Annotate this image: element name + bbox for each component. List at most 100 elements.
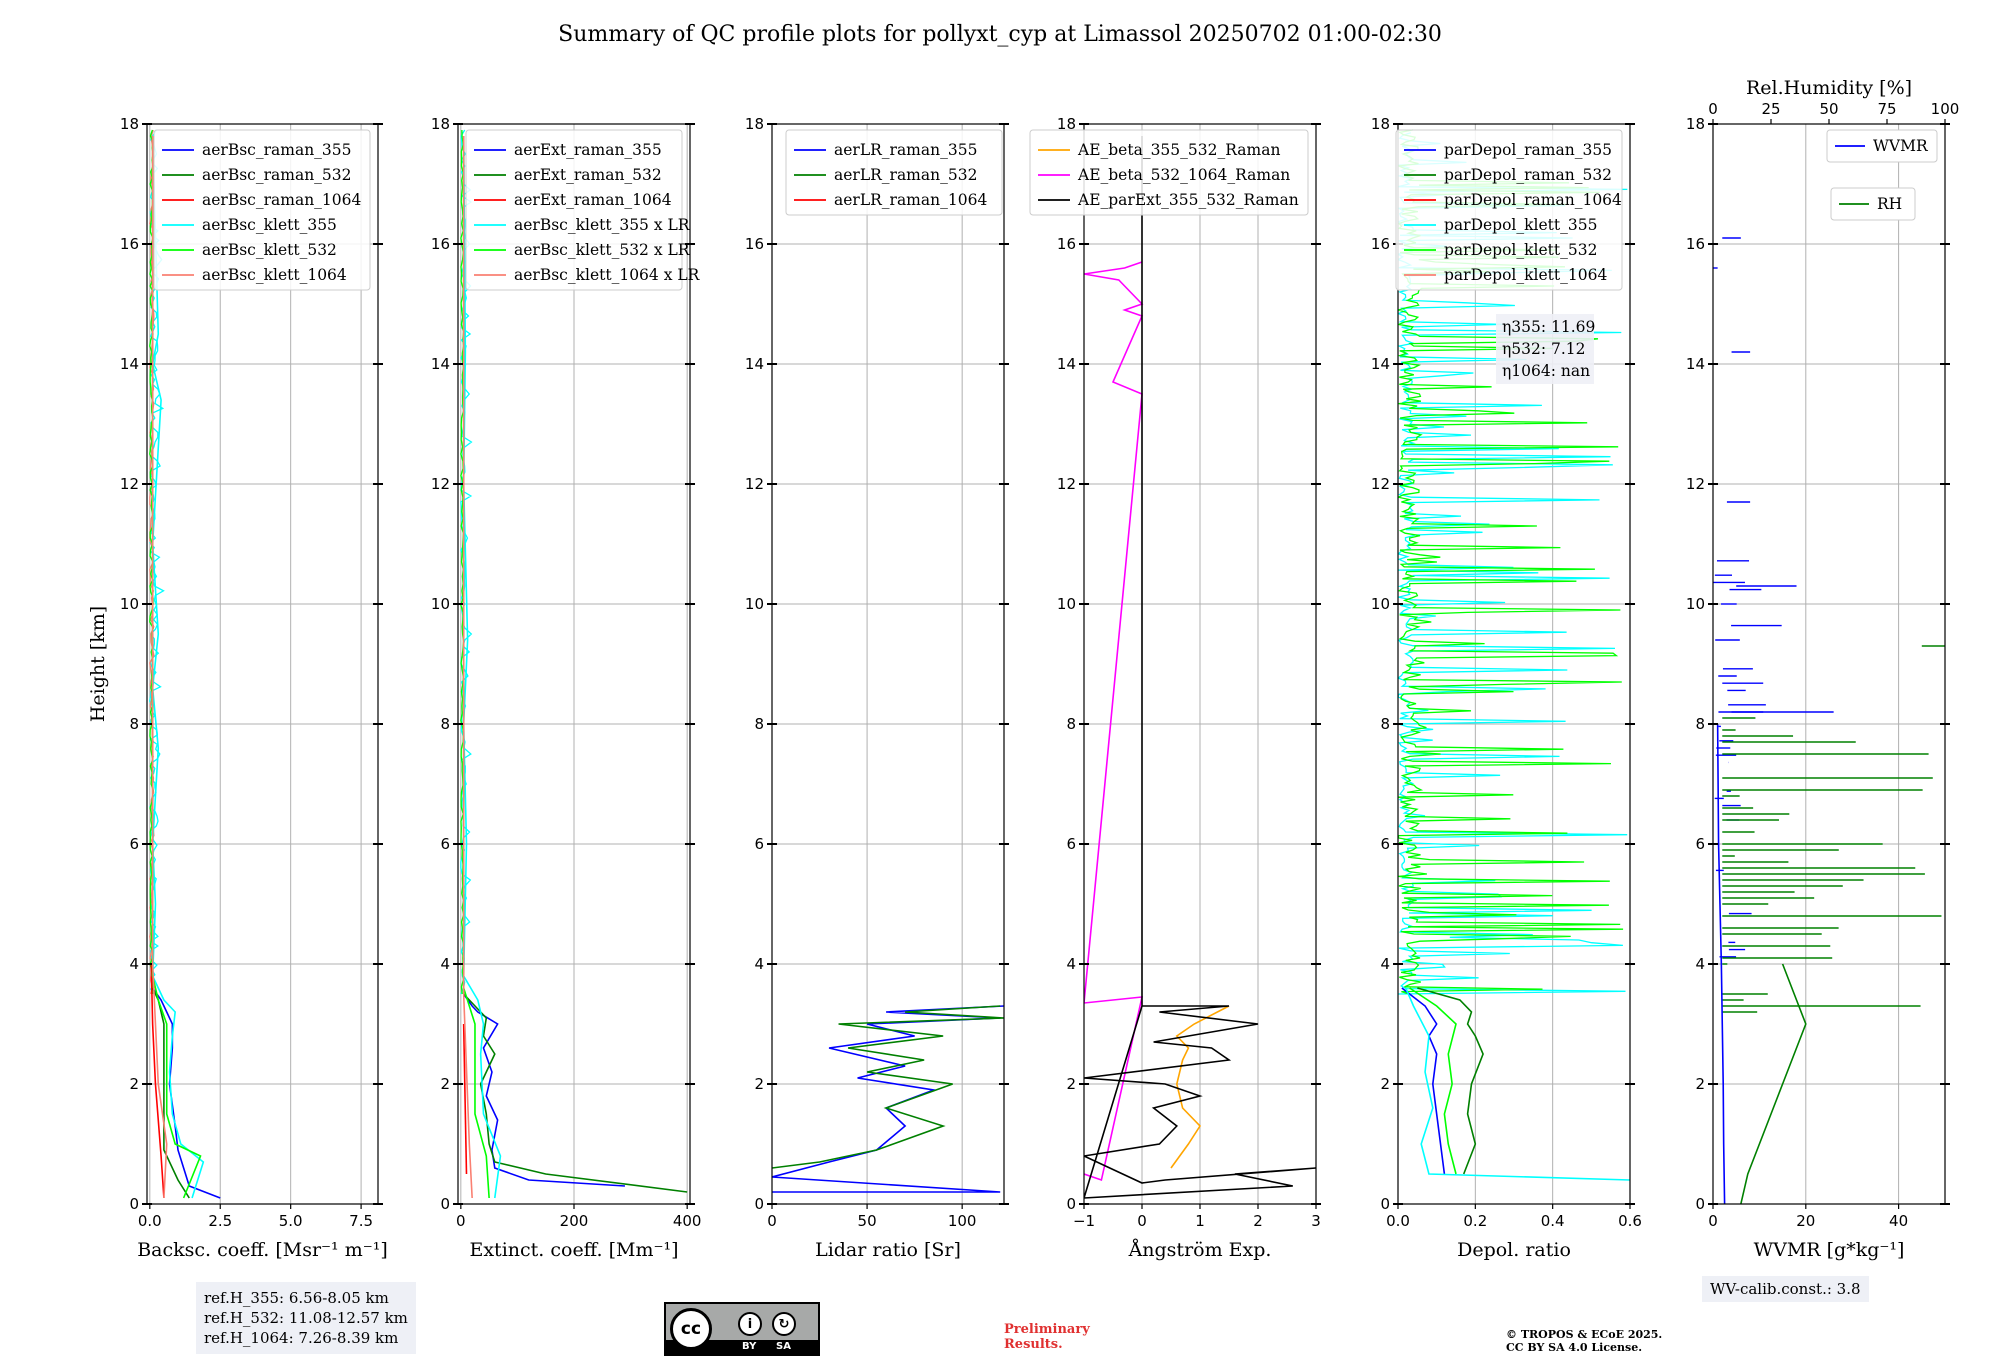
series-aerBsc_klett_1064 [151,136,168,1199]
x-axis-label: Ångström Exp. [1128,1239,1272,1261]
legend-label: parDepol_klett_1064 [1444,266,1607,284]
y-tick-label: 2 [129,1075,139,1093]
x-axis-label: Depol. ratio [1457,1239,1571,1261]
noise-trace [460,129,465,995]
x-tick-label: 20 [1796,1212,1815,1230]
legend: AE_beta_355_532_Raman AE_beta_532_1064_Ra… [1029,129,1309,216]
y-tick-label: 16 [120,235,139,253]
legend-label: aerBsc_raman_355 [202,141,352,159]
axes-frame [1712,123,1946,1205]
y-tick-label: 6 [440,835,450,853]
y-tick-label: 14 [120,355,139,373]
plot-area [1084,136,1316,1199]
panel-5: 0 2 4 6 8 10 12 14 16 18 0.0 0.2 0.4 0.6 Depol. ratio p… [1371,115,1642,1261]
preliminary-note: Preliminary Results. [1004,1322,1090,1352]
x-tick-label: 0.2 [1463,1212,1487,1230]
series-parDepol_klett_532 [1409,987,1457,1175]
y-tick-label: 18 [120,115,139,133]
sa-share-icon: ↻ [772,1312,796,1336]
y-tick-label: 12 [1057,475,1076,493]
x-tick-label: 2 [1253,1212,1263,1230]
eta-box [1496,314,1594,384]
y-tick-label: 14 [1686,355,1705,373]
y-tick-label: 0 [129,1195,139,1213]
plot-area [1713,237,1945,1204]
x-tick-label: 5.0 [279,1212,303,1230]
legend-label: parDepol_raman_1064 [1444,191,1622,209]
x-tick-label: 0 [1137,1212,1147,1230]
y-tick-label: 2 [1380,1075,1390,1093]
x-tick-label: 3 [1311,1212,1321,1230]
y-tick-label: 12 [1371,475,1390,493]
legend-label: parDepol_raman_532 [1444,166,1612,184]
legend: aerBsc_raman_355 aerBsc_raman_532 aerBsc_r… [153,129,371,291]
x-tick-label: 1 [1195,1212,1205,1230]
legend-label: aerBsc_klett_1064 x LR [514,266,701,284]
y-tick-label: 0 [1695,1195,1705,1213]
y-tick-label: 12 [1686,475,1705,493]
legend-box [1395,129,1623,291]
legend-label: aerBsc_klett_1064 [202,266,347,284]
legend-label: WVMR [1873,137,1929,155]
series-aerBsc_klett_1064 x LR [462,136,473,1199]
x-tick-label: 50 [858,1212,877,1230]
y-tick-label: 16 [1057,235,1076,253]
top-x-tick-label: 100 [1931,100,1960,118]
y-tick-label: 8 [440,715,450,733]
y-tick-label: 14 [1057,355,1076,373]
series-aerExt_raman_532 [463,993,688,1193]
x-tick-label: 400 [673,1212,702,1230]
y-tick-label: 14 [745,355,764,373]
plot-area [772,1005,1004,1193]
x-tick-label: 0.0 [1386,1212,1410,1230]
series-aerExt_raman_355 [463,993,625,1187]
series-AE_beta_355_532_Raman [1170,1005,1230,1169]
y-tick-label: 6 [1380,835,1390,853]
y-tick-label: 18 [745,115,764,133]
legend-label: aerExt_raman_1064 [514,191,672,209]
legend-label: aerBsc_klett_355 x LR [514,216,691,234]
series-aerExt_raman_1064 [462,1023,468,1175]
legend-box [465,129,683,291]
y-tick-label: 4 [1066,955,1076,973]
y-tick-label: 0 [1066,1195,1076,1213]
y-tick-label: 4 [440,955,450,973]
x-tick-label: 200 [560,1212,589,1230]
by-person-icon: i [738,1312,762,1336]
y-tick-label: 10 [1057,595,1076,613]
series-parDepol_klett_355 [1404,987,1630,1181]
legend-label: aerLR_raman_532 [834,166,977,184]
y-tick-label: 18 [1371,115,1390,133]
cc-license-badge[interactable]: cc i ↻ BY SA [664,1302,820,1356]
wv-calibration-box: WV-calib.const.: 3.8 [1702,1276,1869,1302]
sa-label: SA [776,1341,791,1352]
y-tick-label: 2 [440,1075,450,1093]
y-tick-label: 2 [754,1075,764,1093]
x-axis-label: Lidar ratio [Sr] [815,1239,961,1261]
y-tick-label: 10 [745,595,764,613]
x-tick-label: 0 [456,1212,466,1230]
legend-label: AE_parExt_355_532_Raman [1077,191,1299,209]
ref-height-1064: ref.H_1064: 7.26-8.39 km [204,1329,399,1347]
y-tick-label: 4 [1695,955,1705,973]
y-tick-label: 6 [1695,835,1705,853]
preliminary-line-1: Preliminary [1004,1322,1090,1337]
x-tick-label: 2.5 [208,1212,232,1230]
y-tick-label: 12 [431,475,450,493]
legend-label: aerLR_raman_1064 [834,191,987,209]
copyright-line-2: CC BY SA 4.0 License. [1506,1341,1643,1354]
y-tick-label: 4 [129,955,139,973]
legend-label: aerBsc_raman_1064 [202,191,362,209]
legend-label: aerBsc_raman_532 [202,166,352,184]
y-tick-label: 8 [1695,715,1705,733]
y-tick-label: 12 [120,475,139,493]
top-x-tick-label: 0 [1708,100,1718,118]
legend-box [1029,129,1309,216]
y-tick-label: 8 [1066,715,1076,733]
legend: aerLR_raman_355 aerLR_raman_532 aerLR_rama… [785,129,1003,216]
y-tick-label: 8 [129,715,139,733]
legend-label: aerBsc_klett_355 [202,216,337,234]
by-label: BY [742,1341,757,1352]
ref-height-532: ref.H_532: 11.08-12.57 km [204,1309,408,1327]
series-AE_beta_532_1064_Raman [1084,261,1144,1182]
